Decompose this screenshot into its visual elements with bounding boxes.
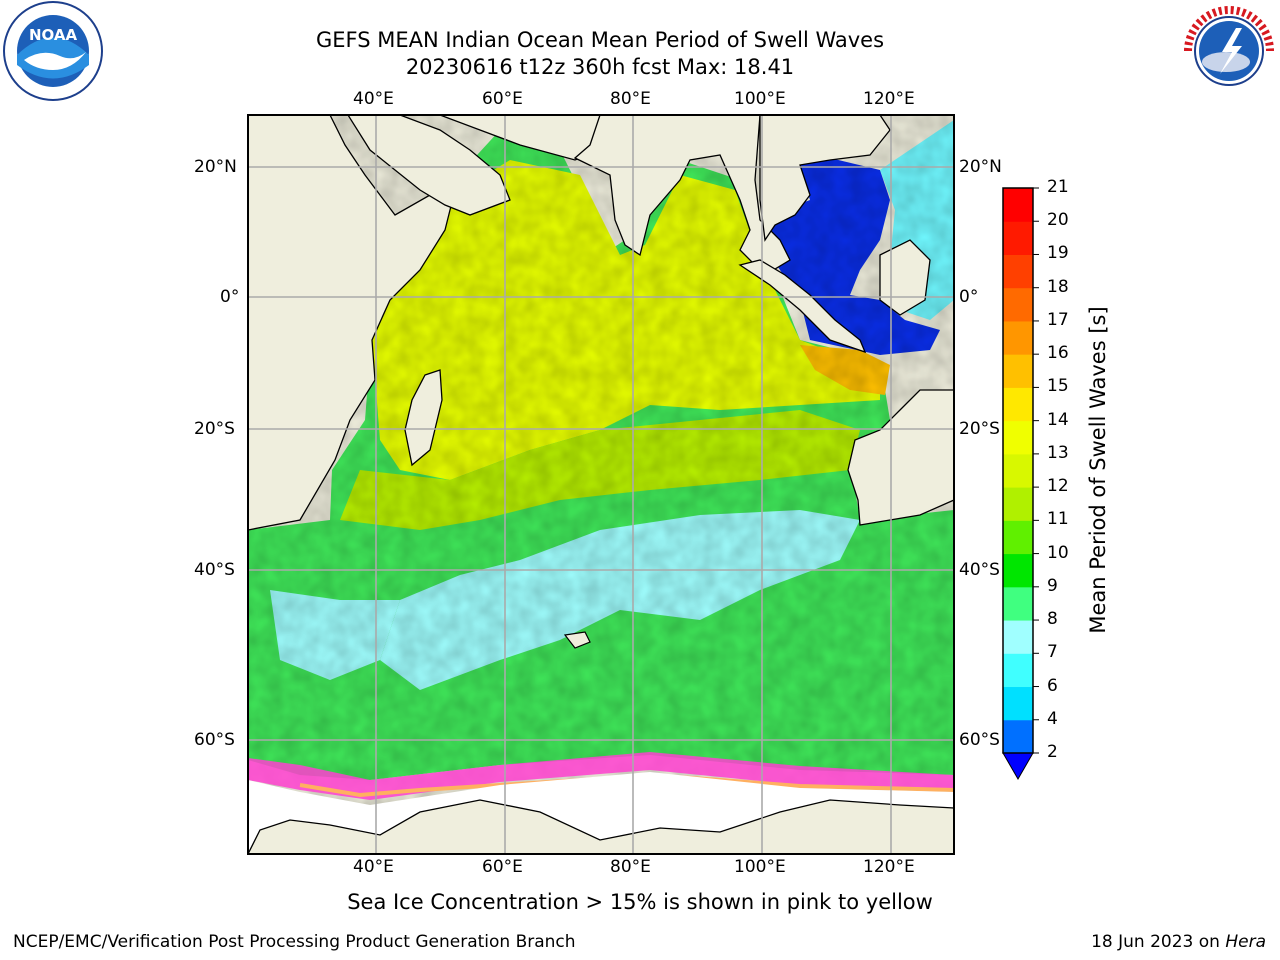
colorbar-tick-label: 2 <box>1047 742 1058 762</box>
lon-tick-top: 120°E <box>863 89 915 109</box>
colorbar-segment <box>1003 287 1033 322</box>
lon-tick-bottom: 120°E <box>863 857 915 877</box>
indochina-coast <box>759 115 891 242</box>
colorbar-segment <box>1003 387 1033 422</box>
lon-tick-top: 60°E <box>482 89 523 109</box>
lat-tick-right: 40°S <box>959 560 1000 580</box>
colorbar-segment <box>1003 354 1033 388</box>
colorbar-segment <box>1003 620 1033 654</box>
colorbar-tick-label: 19 <box>1047 243 1069 264</box>
colorbar <box>1002 187 1039 781</box>
antarctica-land <box>248 799 954 854</box>
lon-tick-bottom: 40°E <box>353 857 394 877</box>
india-coast <box>573 115 791 276</box>
australia-coast <box>847 389 954 526</box>
colorbar-tick-label: 8 <box>1047 609 1058 630</box>
colorbar-tick-label: 10 <box>1047 542 1069 563</box>
colorbar-tick-label: 13 <box>1047 442 1069 463</box>
machine-name: Hera <box>1225 932 1266 952</box>
lat-tick-right: 20°N <box>959 157 1002 177</box>
colorbar-label: Mean Period of Swell Waves [s] <box>1086 306 1110 634</box>
colorbar-segment <box>1003 653 1033 688</box>
colorbar-segment <box>1003 254 1033 289</box>
date-prefix: 18 Jun 2023 on <box>1091 932 1226 952</box>
persia-coast <box>439 115 601 161</box>
colorbar-segment <box>1003 453 1033 488</box>
sumatra-coast <box>738 259 867 354</box>
africa-coast <box>248 115 456 531</box>
colorbar-segment <box>1003 487 1033 521</box>
colorbar-tick-label: 4 <box>1047 708 1058 729</box>
kerguelen-coast <box>563 631 591 649</box>
lat-tick-left: 20°S <box>194 419 235 439</box>
colorbar-segment <box>1003 188 1033 222</box>
colorbar-segment <box>1003 221 1033 255</box>
colorbar-segment <box>1003 586 1033 621</box>
colorbar-tick-label: 17 <box>1047 309 1069 330</box>
lat-tick-right: 60°S <box>959 730 1000 750</box>
lon-tick-top: 100°E <box>734 89 786 109</box>
colorbar-tick-label: 21 <box>1047 177 1069 197</box>
madagascar-coast <box>404 369 443 467</box>
colorbar-tick-label: 12 <box>1047 476 1069 497</box>
colorbar-segment <box>1003 320 1033 355</box>
colorbar-frame <box>1002 187 1034 754</box>
lon-tick-bottom: 80°E <box>610 857 651 877</box>
lon-tick-top: 80°E <box>610 89 651 109</box>
colorbar-tick-label: 16 <box>1047 343 1069 364</box>
map-subtitle: 20230616 t12z 360h fcst Max: 18.41 <box>405 55 795 79</box>
colorbar-segment <box>1003 719 1033 754</box>
lon-tick-top: 40°E <box>353 89 394 109</box>
colorbar-tick-label: 18 <box>1047 276 1069 297</box>
lat-tick-left: 40°S <box>194 560 235 580</box>
lat-tick-right: 0° <box>959 287 979 307</box>
grid-lines <box>248 115 954 854</box>
colorbar-extend-triangle <box>1002 752 1034 781</box>
lat-tick-left: 60°S <box>194 730 235 750</box>
colorbar-segment <box>1003 520 1033 555</box>
lon-tick-bottom: 60°E <box>482 857 523 877</box>
colorbar-tick-label: 15 <box>1047 376 1069 397</box>
lon-tick-bottom: 100°E <box>734 857 786 877</box>
colorbar-tick-label: 20 <box>1047 210 1069 231</box>
colorbar-segment <box>1003 553 1033 588</box>
sea-ice-note: Sea Ice Concentration > 15% is shown in … <box>347 890 933 914</box>
colorbar-tick-label: 9 <box>1047 575 1058 596</box>
map-title: GEFS MEAN Indian Ocean Mean Period of Sw… <box>315 28 885 52</box>
svg-text:NOAA: NOAA <box>29 26 78 44</box>
lat-tick-right: 20°S <box>959 419 1000 439</box>
map-frame <box>247 114 955 855</box>
colorbar-tick-label: 11 <box>1047 509 1069 530</box>
colorbar-segment <box>1003 686 1033 721</box>
lat-tick-left: 20°N <box>194 157 237 177</box>
colorbar-tick-label: 6 <box>1047 675 1058 696</box>
lat-tick-left: 0° <box>220 287 240 307</box>
colorbar-tick-label: 7 <box>1047 642 1058 663</box>
colorbar-tick-label: 14 <box>1047 409 1069 430</box>
credit-text: NCEP/EMC/Verification Post Processing Pr… <box>13 932 576 952</box>
colorbar-segment <box>1003 420 1033 455</box>
noaa-logo: NOAA <box>3 1 103 101</box>
nws-logo <box>1180 2 1278 100</box>
date-text: 18 Jun 2023 on Hera <box>1091 932 1266 952</box>
